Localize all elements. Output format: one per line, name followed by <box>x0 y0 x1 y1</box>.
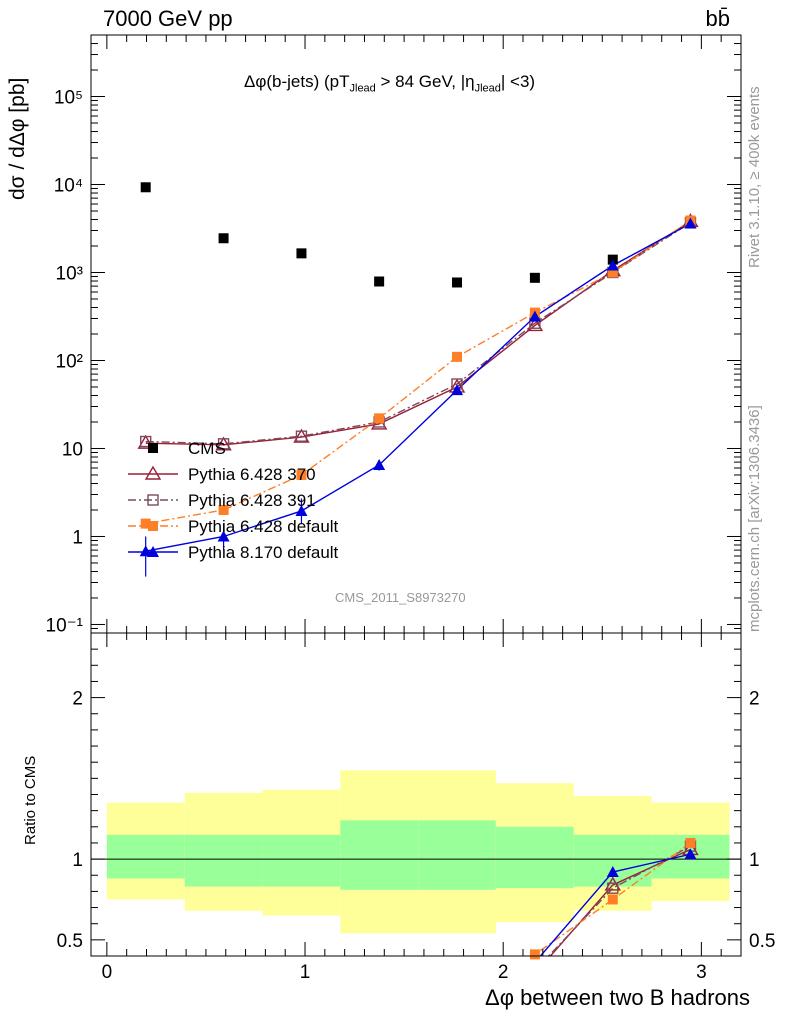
beam-label: 7000 GeV pp <box>103 6 233 31</box>
main-point-s3-0 <box>140 518 151 529</box>
main-point-s4-3 <box>373 458 386 470</box>
axis-tick-labels: 0 1 2 3 10⁻¹ 1 10 10² 10³ 10⁴ 10⁵ 0.5 0.5 1 1 2 2 <box>46 88 776 983</box>
title-mid: > 84 GeV, |η <box>375 72 475 91</box>
x-tick-label-1: 1 <box>300 962 311 983</box>
title-end: | <3) <box>500 72 536 91</box>
main-point-s3-6 <box>607 267 618 278</box>
main-point-s3-2 <box>296 469 307 480</box>
main-point-s0-3 <box>374 276 385 287</box>
x-axis-label: Δφ between two B hadrons <box>485 985 750 1010</box>
main-point-s4-0 <box>139 545 152 557</box>
series-lines <box>145 219 691 956</box>
main-point-s2-1 <box>217 438 230 450</box>
series-markers <box>137 182 699 960</box>
ratio-uncertainty-bands <box>106 770 730 934</box>
legend-label-4: Pythia 8.170 default <box>188 543 339 562</box>
ratio-band-green-4 <box>418 820 496 890</box>
ratio-line-series-3 <box>539 853 691 956</box>
legend-marker-1 <box>144 465 162 480</box>
x-tick-label-2: 2 <box>498 962 509 983</box>
main-point-s1-5 <box>526 317 544 332</box>
axis-ticks <box>91 34 741 957</box>
legend-marker-4 <box>147 546 159 557</box>
ratio-point-s3-2 <box>606 866 619 878</box>
ratio-axis-label: Ratio to CMS <box>22 755 39 845</box>
ratio-point-s3-3 <box>684 848 697 860</box>
main-point-s4-6 <box>606 259 619 271</box>
legend-label-0: CMS <box>188 439 226 458</box>
x-tick-label-3: 3 <box>696 962 707 983</box>
main-point-s0-0 <box>140 182 151 193</box>
legend-label-1: Pythia 6.428 370 <box>188 465 316 484</box>
legend-marker-0 <box>148 443 158 453</box>
x-tick-label-0: 0 <box>102 962 113 983</box>
legend-label-3: Pythia 6.428 default <box>188 517 339 536</box>
main-point-s2-2 <box>295 430 308 442</box>
main-point-s0-2 <box>296 248 307 259</box>
ratio-tick-label-right: 0.5 <box>749 931 775 952</box>
ratio-tick-label-left: 1 <box>72 850 83 871</box>
ratio-band-green-1 <box>184 834 263 887</box>
main-point-s0-4 <box>452 277 463 288</box>
y-tick-label: 10 <box>62 439 83 460</box>
analysis-watermark: CMS_2011_S8973270 <box>335 590 466 605</box>
mcplots-credit-label: mcplots.cern.ch [arXiv:1306.3436] <box>746 405 763 632</box>
y-axis-label: dσ / dΔφ [pb] <box>6 77 29 200</box>
ratio-band-green-2 <box>262 834 341 887</box>
main-point-s3-1 <box>218 504 229 515</box>
ratio-point-s2-2 <box>607 894 618 905</box>
title-sub-2: Jlead <box>474 82 501 95</box>
main-point-s1-0 <box>137 434 154 449</box>
title-sub-1: Jlead <box>349 82 376 95</box>
main-line-series-2 <box>145 221 691 445</box>
ratio-point-s1-2 <box>607 882 619 894</box>
ratio-tick-label-right: 2 <box>749 689 760 710</box>
ratio-point-s2-3 <box>685 837 696 848</box>
main-point-s4-7 <box>684 217 697 229</box>
ratio-tick-label-left: 2 <box>72 689 83 710</box>
main-point-s4-5 <box>528 310 541 322</box>
legend-marker-2 <box>147 494 159 506</box>
main-point-s0-5 <box>529 272 540 283</box>
ratio-tick-label-left: 0.5 <box>57 931 83 952</box>
y-tick-label: 10² <box>56 351 83 372</box>
plot-title: Δφ(b-jets) (pTJlead > 84 GeV, |ηJlead| <… <box>244 72 535 94</box>
y-tick-label: 1 <box>72 527 83 548</box>
main-point-s3-3 <box>374 413 385 424</box>
legend-marker-3 <box>148 521 158 531</box>
ratio-point-s0-2 <box>604 876 622 891</box>
ratio-line-series-1 <box>547 845 691 956</box>
ratio-band-green-3 <box>340 820 419 890</box>
process-label: bb̄ <box>705 6 730 31</box>
ratio-band-green-5 <box>495 826 574 889</box>
main-point-s0-1 <box>218 233 229 244</box>
main-point-s4-1 <box>217 530 230 542</box>
rivet-version-label: Rivet 3.1.10, ≥ 400k events <box>746 86 763 268</box>
main-point-s1-2 <box>293 428 310 443</box>
main-point-s4-4 <box>451 384 464 396</box>
ratio-band-green-0 <box>106 834 185 879</box>
y-tick-label: 10³ <box>56 263 83 284</box>
y-tick-label: 10⁵ <box>54 88 83 109</box>
legend: CMS Pythia 6.428 370 Pythia 6.428 391 Pythi… <box>128 439 339 562</box>
main-line-series-3 <box>145 219 691 525</box>
ratio-tick-label-right: 1 <box>749 850 760 871</box>
y-tick-label: 10⁴ <box>54 176 83 197</box>
main-line-series-4 <box>145 222 691 552</box>
main-line-series-1 <box>145 220 691 446</box>
y-tick-label: 10⁻¹ <box>46 615 84 636</box>
main-point-s3-4 <box>452 351 463 362</box>
title-main: Δφ(b-jets) (pT <box>244 72 350 91</box>
main-point-s2-0 <box>139 435 152 448</box>
main-point-s4-2 <box>295 504 308 516</box>
legend-label-2: Pythia 6.428 391 <box>188 491 316 510</box>
ratio-point-s2-1 <box>529 949 540 960</box>
main-point-s1-1 <box>215 436 232 451</box>
